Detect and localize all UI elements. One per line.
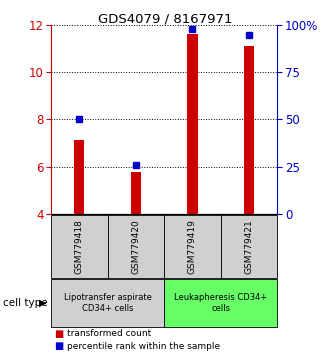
Text: Leukapheresis CD34+
cells: Leukapheresis CD34+ cells xyxy=(174,293,267,313)
Text: ■: ■ xyxy=(54,329,64,339)
Text: percentile rank within the sample: percentile rank within the sample xyxy=(67,342,220,351)
Text: GDS4079 / 8167971: GDS4079 / 8167971 xyxy=(98,12,232,25)
Text: ■: ■ xyxy=(54,341,64,351)
Text: transformed count: transformed count xyxy=(67,329,151,338)
Text: Lipotransfer aspirate
CD34+ cells: Lipotransfer aspirate CD34+ cells xyxy=(64,293,151,313)
Bar xyxy=(131,172,141,214)
Bar xyxy=(244,46,254,214)
Text: GSM779419: GSM779419 xyxy=(188,219,197,274)
Text: cell type: cell type xyxy=(3,298,48,308)
Bar xyxy=(187,34,198,214)
Bar xyxy=(74,140,84,214)
Text: ▶: ▶ xyxy=(39,298,47,308)
Text: GSM779418: GSM779418 xyxy=(75,219,84,274)
Text: GSM779420: GSM779420 xyxy=(131,219,141,274)
Text: GSM779421: GSM779421 xyxy=(245,219,253,274)
